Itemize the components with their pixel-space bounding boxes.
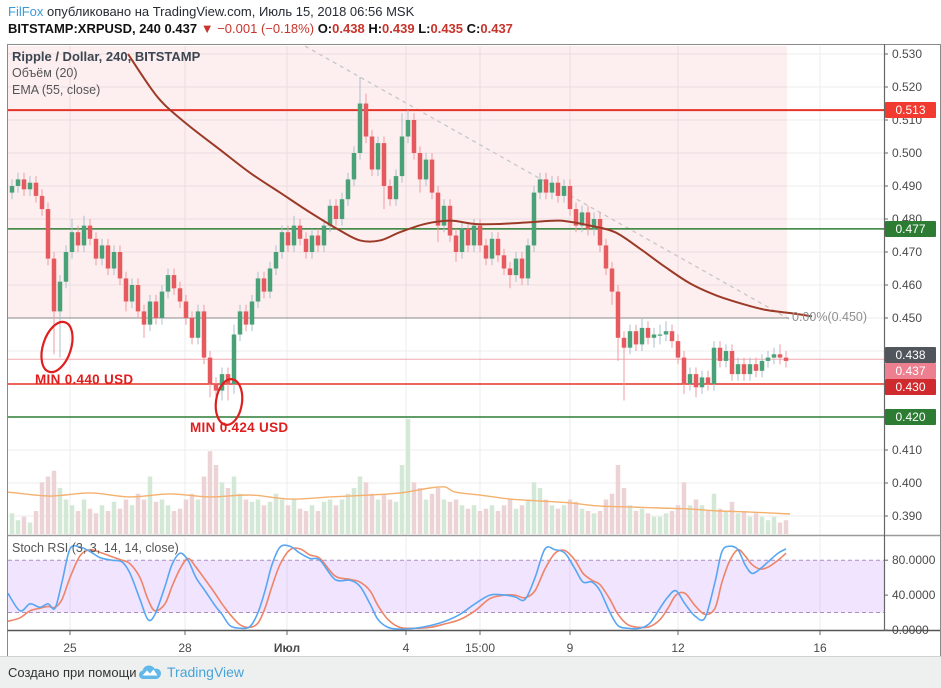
price-tick-label: 0.470 <box>892 245 923 259</box>
symbol-info-line: BITSTAMP:XRPUSD, 240 0.437 ▼ −0.001 (−0.… <box>8 21 513 36</box>
chart-legend-ema[interactable]: EMA (55, close) <box>12 83 101 97</box>
tradingview-brand-link[interactable]: TradingView <box>167 664 245 680</box>
high-value: 0.439 <box>382 21 415 36</box>
chart-legend-title[interactable]: Ripple / Dollar, 240, BITSTAMP <box>12 49 201 64</box>
close-label: C: <box>466 21 481 36</box>
price-tick-label: 0.530 <box>892 47 923 61</box>
attribution-line: FilFox опубликовано на TradingView.com, … <box>8 4 414 19</box>
snapshot-footer: Создано при помощи TradingView <box>0 656 941 688</box>
price-badge: 0.438 <box>885 347 936 363</box>
price-badge: 0.437 <box>885 363 936 379</box>
price-tick-label: 0.520 <box>892 80 923 94</box>
symbol-name[interactable]: BITSTAMP:XRPUSD, 240 <box>8 21 161 36</box>
high-label: H: <box>368 21 383 36</box>
low-label: L: <box>418 21 431 36</box>
price-tick-label: 0.390 <box>892 509 923 523</box>
fib-level-label: 0.00%(0.450) <box>792 310 868 324</box>
attribution-text: опубликовано на TradingView.com, Июль 15… <box>43 4 415 19</box>
time-tick-label: 4 <box>402 641 410 655</box>
close-value: 0.437 <box>480 21 513 36</box>
price-change: −0.001 (−0.18%) <box>217 21 315 36</box>
time-tick-label: 28 <box>178 641 192 655</box>
price-tick-label: 0.490 <box>892 179 923 193</box>
footer-created-text: Создано при помощи <box>8 665 137 680</box>
stoch-tick-label: 0.0000 <box>892 623 929 637</box>
time-tick-label: 15:00 <box>464 641 496 655</box>
snapshot-header: FilFox опубликовано на TradingView.com, … <box>0 0 941 44</box>
price-badge: 0.430 <box>885 379 936 395</box>
price-tick-label: 0.460 <box>892 278 923 292</box>
author-link[interactable]: FilFox <box>8 4 44 19</box>
stoch-rsi-legend[interactable]: Stoch RSI (3, 3, 14, 14, close) <box>12 541 179 555</box>
price-tick-label: 0.400 <box>892 476 923 490</box>
time-tick-label: 16 <box>813 641 827 655</box>
time-tick-label: 25 <box>63 641 77 655</box>
last-price: 0.437 <box>164 21 198 36</box>
price-tick-label: 0.450 <box>892 311 923 325</box>
chart-legend-volume[interactable]: Объём (20) <box>12 66 78 80</box>
tradingview-logo-icon[interactable] <box>138 663 162 683</box>
time-tick-label: Июл <box>273 641 301 655</box>
price-tick-label: 0.410 <box>892 443 923 457</box>
time-tick-label: 12 <box>671 641 685 655</box>
price-badge: 0.513 <box>885 102 936 118</box>
annotation-min-0424: MIN 0.424 USD <box>190 420 289 435</box>
annotation-min-0440: MIN 0.440 USD <box>35 372 134 387</box>
price-badge: 0.477 <box>885 221 936 237</box>
price-badge: 0.420 <box>885 409 936 425</box>
stoch-tick-label: 80.0000 <box>892 553 936 568</box>
open-value: 0.438 <box>332 21 365 36</box>
open-label: O: <box>317 21 333 36</box>
time-tick-label: 9 <box>566 641 574 655</box>
stoch-tick-label: 40.0000 <box>892 588 936 603</box>
price-tick-label: 0.500 <box>892 146 923 160</box>
down-arrow-icon: ▼ <box>200 21 214 36</box>
low-value: 0.435 <box>430 21 464 36</box>
